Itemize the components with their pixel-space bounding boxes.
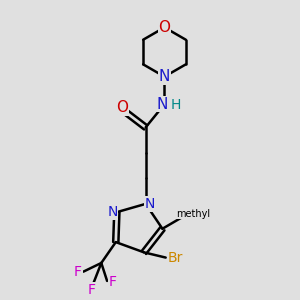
Text: Br: Br xyxy=(167,250,183,265)
Text: N: N xyxy=(159,69,170,84)
Text: O: O xyxy=(158,20,170,35)
Text: N: N xyxy=(145,197,155,211)
Text: N: N xyxy=(157,97,168,112)
Text: F: F xyxy=(88,283,96,297)
Text: H: H xyxy=(170,98,181,112)
Text: methyl: methyl xyxy=(176,209,211,219)
Text: O: O xyxy=(116,100,128,116)
Text: F: F xyxy=(74,265,82,279)
Text: F: F xyxy=(108,275,116,290)
Text: N: N xyxy=(107,205,118,219)
